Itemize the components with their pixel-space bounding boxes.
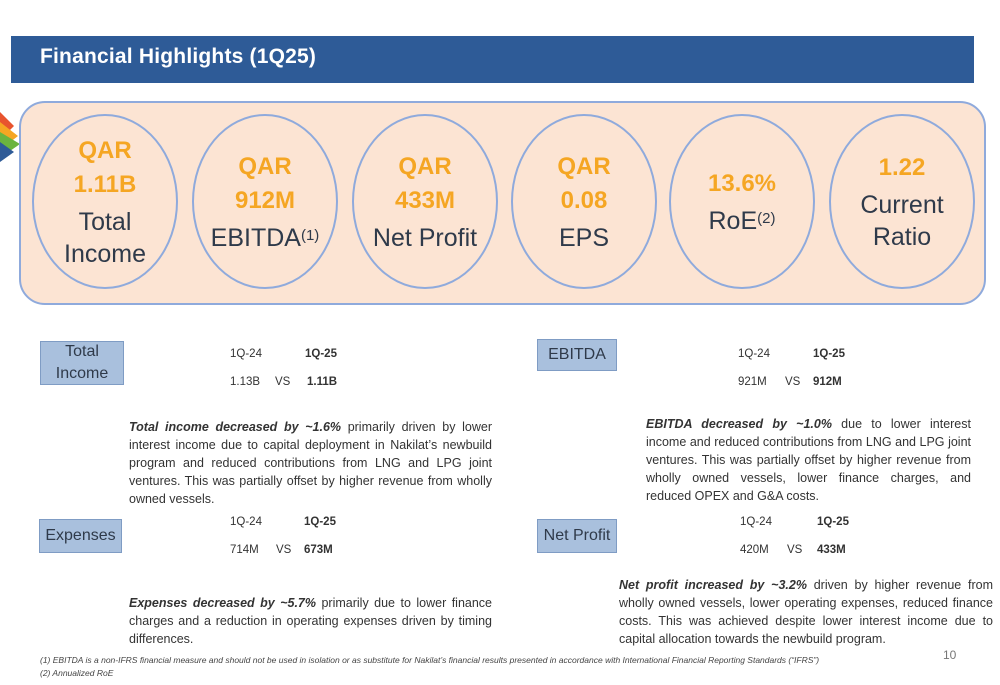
kpi-value: 1.11B bbox=[73, 170, 137, 198]
footnote-1: (1) EBITDA is a non-IFRS financial measu… bbox=[40, 655, 820, 665]
kpi-label: RoE(2) bbox=[708, 206, 776, 235]
kpi-label: EBITDA(1) bbox=[210, 223, 320, 252]
logo-fragment-icon bbox=[0, 112, 20, 162]
kpi-total-income: QAR 1.11B Total Income bbox=[32, 114, 178, 289]
tag-expenses: Expenses bbox=[39, 519, 122, 553]
footnote-ref: (1) bbox=[300, 226, 320, 244]
kpi-currency: QAR bbox=[238, 152, 292, 180]
page-title: Financial Highlights (1Q25) bbox=[40, 45, 317, 68]
kpi-eps: QAR 0.08 EPS bbox=[511, 114, 657, 289]
paragraph-net-profit: Net profit increased by ~3.2% driven by … bbox=[619, 578, 993, 646]
kpi-panel bbox=[19, 101, 986, 305]
kpi-label: Total Income bbox=[64, 207, 146, 268]
kpi-label: Current Ratio bbox=[860, 190, 944, 251]
kpi-currency: QAR bbox=[78, 136, 132, 164]
paragraph-total-income: Total income decreased by ~1.6% primaril… bbox=[129, 420, 493, 506]
tag-ebitda: EBITDA bbox=[537, 339, 617, 371]
paragraph-expenses: Expenses decreased by ~5.7% primarily du… bbox=[129, 596, 493, 646]
kpi-value: 1.22 bbox=[878, 153, 926, 181]
kpi-label: Net Profit bbox=[372, 223, 478, 252]
paragraph-ebitda: EBITDA decreased by ~1.0% due to lower i… bbox=[646, 417, 971, 503]
kpi-net-profit: QAR 433M Net Profit bbox=[352, 114, 498, 289]
kpi-value: 0.08 bbox=[560, 186, 608, 214]
tag-total-income: Total Income bbox=[40, 341, 124, 385]
kpi-label: EPS bbox=[558, 223, 610, 252]
kpi-value: 13.6% bbox=[707, 169, 777, 197]
kpi-roe: 13.6% RoE(2) bbox=[669, 114, 815, 289]
kpi-ebitda: QAR 912M EBITDA(1) bbox=[192, 114, 338, 289]
page-number: 10 bbox=[943, 648, 957, 662]
tag-net-profit: Net Profit bbox=[537, 519, 617, 553]
kpi-currency: QAR bbox=[398, 152, 452, 180]
kpi-currency: QAR bbox=[557, 152, 611, 180]
footnote-2: (2) Annualized RoE bbox=[40, 668, 114, 678]
kpi-current-ratio: 1.22 Current Ratio bbox=[829, 114, 975, 289]
title-bar: Financial Highlights (1Q25) bbox=[11, 36, 974, 83]
kpi-value: 912M bbox=[234, 186, 296, 214]
footnote-ref: (2) bbox=[757, 209, 776, 227]
kpi-value: 433M bbox=[394, 186, 456, 214]
